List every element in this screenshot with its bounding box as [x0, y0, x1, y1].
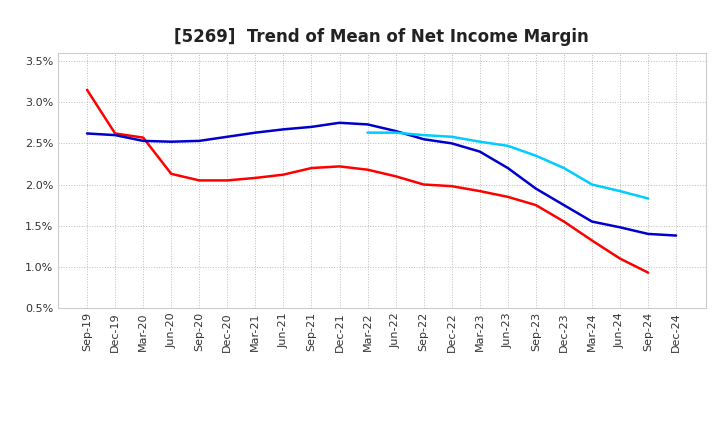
5 Years: [195, 138, 204, 143]
3 Years: [364, 167, 372, 172]
3 Years: [307, 165, 316, 171]
3 Years: [167, 171, 176, 176]
3 Years: [336, 164, 344, 169]
3 Years: [391, 174, 400, 179]
3 Years: [616, 256, 624, 261]
5 Years: [364, 122, 372, 127]
7 Years: [588, 182, 596, 187]
5 Years: [307, 124, 316, 129]
7 Years: [419, 132, 428, 138]
3 Years: [644, 270, 652, 275]
3 Years: [279, 172, 288, 177]
3 Years: [588, 238, 596, 243]
Line: 3 Years: 3 Years: [87, 90, 648, 273]
3 Years: [447, 183, 456, 189]
3 Years: [83, 87, 91, 92]
7 Years: [503, 143, 512, 148]
3 Years: [531, 202, 540, 208]
7 Years: [447, 134, 456, 139]
5 Years: [419, 136, 428, 142]
3 Years: [111, 131, 120, 136]
5 Years: [672, 233, 680, 238]
3 Years: [419, 182, 428, 187]
7 Years: [531, 153, 540, 158]
7 Years: [559, 165, 568, 171]
5 Years: [559, 202, 568, 208]
Title: [5269]  Trend of Mean of Net Income Margin: [5269] Trend of Mean of Net Income Margi…: [174, 28, 589, 46]
5 Years: [139, 138, 148, 143]
5 Years: [616, 225, 624, 230]
3 Years: [139, 135, 148, 140]
5 Years: [644, 231, 652, 237]
5 Years: [503, 165, 512, 171]
3 Years: [195, 178, 204, 183]
5 Years: [251, 130, 260, 135]
7 Years: [391, 130, 400, 135]
7 Years: [616, 188, 624, 194]
5 Years: [475, 149, 484, 154]
3 Years: [503, 194, 512, 199]
5 Years: [111, 132, 120, 138]
5 Years: [83, 131, 91, 136]
5 Years: [167, 139, 176, 144]
5 Years: [531, 186, 540, 191]
Line: 5 Years: 5 Years: [87, 123, 676, 235]
7 Years: [364, 130, 372, 135]
7 Years: [475, 139, 484, 144]
3 Years: [251, 175, 260, 180]
3 Years: [475, 188, 484, 194]
Line: 7 Years: 7 Years: [368, 132, 648, 198]
5 Years: [223, 134, 232, 139]
5 Years: [279, 127, 288, 132]
5 Years: [391, 128, 400, 134]
5 Years: [588, 219, 596, 224]
5 Years: [447, 141, 456, 146]
5 Years: [336, 120, 344, 125]
7 Years: [644, 196, 652, 201]
3 Years: [223, 178, 232, 183]
3 Years: [559, 219, 568, 224]
